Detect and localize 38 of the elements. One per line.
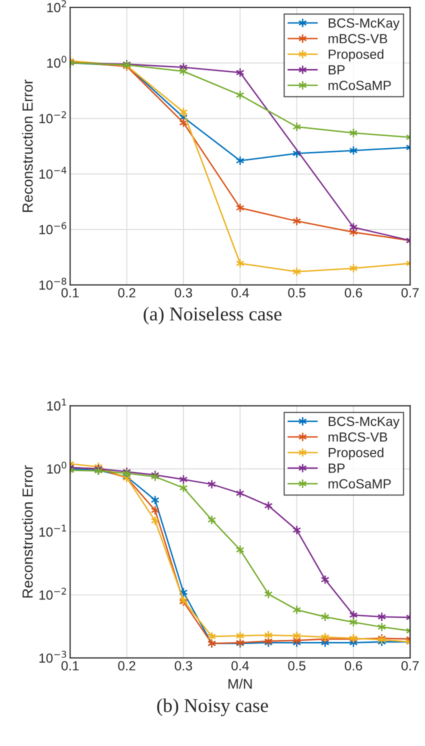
legend-label: BP: [328, 464, 345, 473]
legend-label: mCoSaMP: [328, 479, 391, 488]
x-tick-label: 0.1: [61, 661, 79, 670]
y-tick-label: 10$^{−6}$: [39, 222, 66, 234]
y-tick-label: 10$^{−2}$: [39, 588, 66, 600]
x-tick-label: 0.2: [118, 288, 136, 298]
y-axis-title: Reconstruction Error: [22, 465, 33, 598]
y-tick-label: 10$^{−1}$: [39, 524, 66, 537]
x-tick-label: 0.6: [344, 288, 362, 298]
legend-label: BP: [328, 65, 345, 74]
x-tick-label: 0.6: [344, 661, 362, 670]
x-tick-label: 0.3: [174, 288, 192, 298]
x-tick-label: 0.7: [401, 661, 419, 670]
x-tick-label: 0.4: [231, 661, 249, 670]
legend-label: Proposed: [328, 448, 384, 460]
legend-label: BCS-McKay: [328, 416, 400, 429]
legend-label: mCoSaMP: [328, 80, 391, 90]
x-tick-label: 0.5: [288, 661, 306, 670]
x-tick-label: 0.1: [61, 288, 79, 298]
y-tick-label: 10$^{−4}$: [39, 166, 66, 179]
y-tick-label: 10$^{−2}$: [39, 111, 66, 124]
y-tick-label: 10$^{1}$: [47, 398, 66, 411]
legend-label: Proposed: [328, 49, 384, 62]
y-tick-label: 10$^{0}$: [47, 462, 66, 474]
x-tick-label: 0.3: [174, 661, 192, 670]
x-tick-label: 0.7: [401, 288, 419, 298]
x-axis-title: M/N: [228, 678, 252, 689]
text: (b) Noisy case: [157, 698, 268, 716]
x-tick-label: 0.2: [118, 661, 136, 670]
y-tick-label: 10$^{2}$: [47, 0, 66, 12]
legend-label: mBCS-VB: [328, 34, 388, 44]
y-axis-title: Reconstruction Error: [22, 80, 33, 212]
x-tick-label: 0.5: [288, 288, 306, 298]
y-tick-label: 10$^{0}$: [47, 56, 66, 68]
x-tick-label: 0.4: [231, 288, 249, 298]
legend-label: mBCS-VB: [328, 432, 388, 442]
text: (a) Noiseless case: [144, 306, 282, 325]
legend-label: BCS-McKay: [328, 18, 400, 30]
